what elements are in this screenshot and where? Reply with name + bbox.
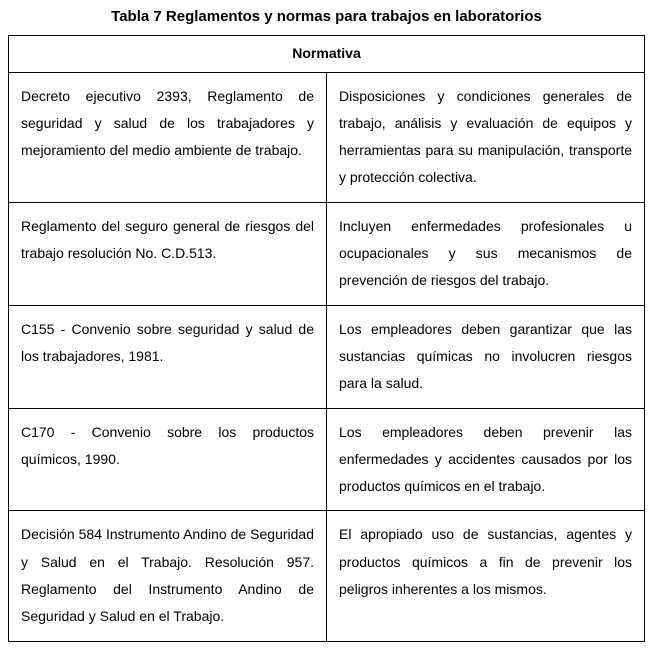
regulation-name: Reglamento del seguro general de riesgos…	[9, 202, 327, 305]
regulation-desc: Disposiciones y condiciones generales de…	[327, 72, 645, 202]
table-row: Decreto ejecutivo 2393, Reglamento de se…	[9, 72, 645, 202]
regulation-name: C170 - Convenio sobre los productos quím…	[9, 408, 327, 511]
table-header: Normativa	[9, 36, 645, 73]
regulation-desc: Los empleadores deben prevenir las enfer…	[327, 408, 645, 511]
regulation-desc: El apropiado uso de sustancias, agentes …	[327, 511, 645, 641]
regulation-desc: Los empleadores deben garantizar que las…	[327, 305, 645, 408]
regulation-desc: Incluyen enfermedades profesionales u oc…	[327, 202, 645, 305]
table-row: C170 - Convenio sobre los productos quím…	[9, 408, 645, 511]
regulations-table: Normativa Decreto ejecutivo 2393, Reglam…	[8, 35, 645, 642]
table-row: Reglamento del seguro general de riesgos…	[9, 202, 645, 305]
regulation-name: Decreto ejecutivo 2393, Reglamento de se…	[9, 72, 327, 202]
regulation-name: C155 - Convenio sobre seguridad y salud …	[9, 305, 327, 408]
regulation-name: Decisión 584 Instrumento Andino de Segur…	[9, 511, 327, 641]
table-title: Tabla 7 Reglamentos y normas para trabaj…	[8, 8, 645, 25]
table-row: Decisión 584 Instrumento Andino de Segur…	[9, 511, 645, 641]
table-row: C155 - Convenio sobre seguridad y salud …	[9, 305, 645, 408]
